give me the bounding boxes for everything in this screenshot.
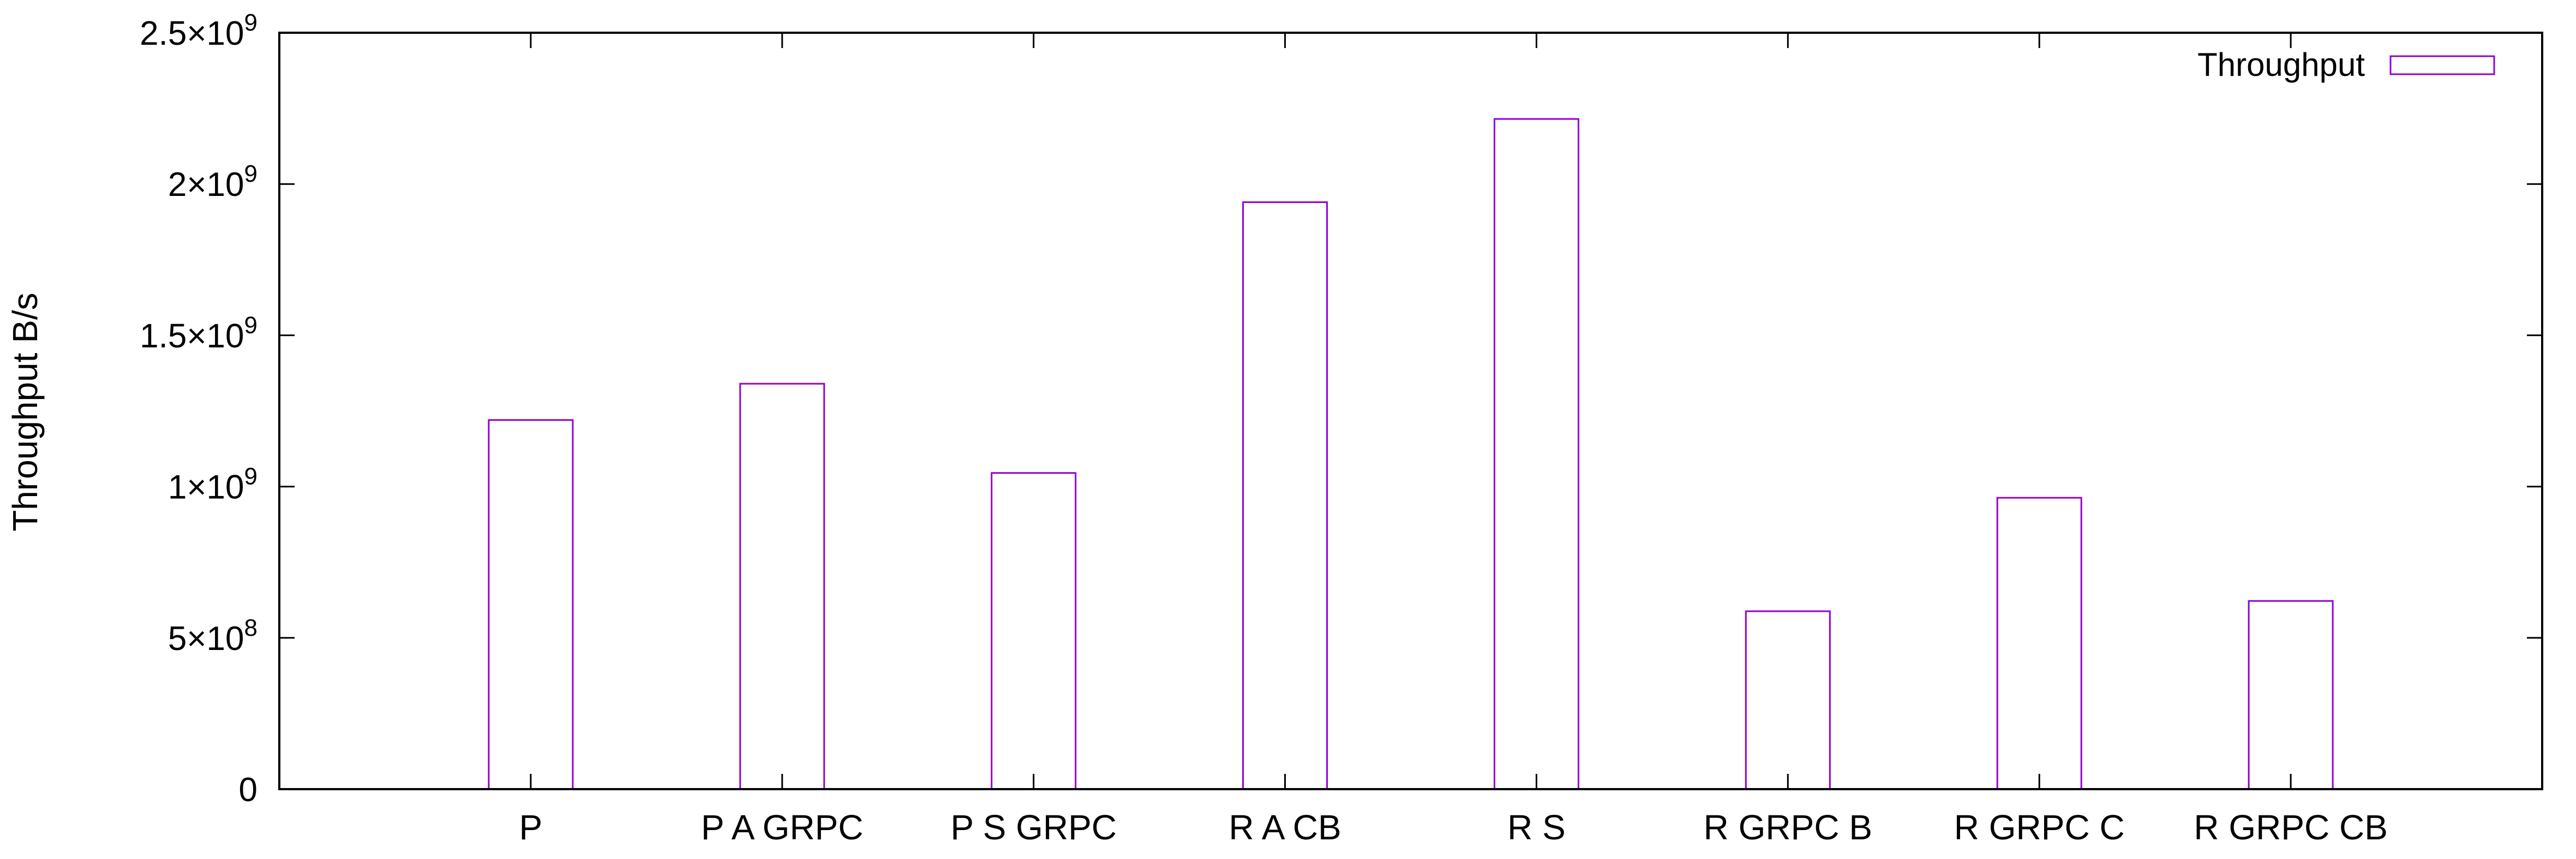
bar-p-a-grpc	[739, 383, 825, 790]
legend-series-label: Throughput	[2197, 46, 2365, 83]
bar-r-s	[1493, 118, 1579, 790]
bar-p-s-grpc	[991, 472, 1077, 790]
axes-layer	[278, 32, 2543, 790]
x-tick-label: R S	[1507, 808, 1566, 847]
y-tick-label: 1.5×109	[140, 312, 257, 355]
bar-r-a-cb	[1242, 201, 1328, 790]
bar-r-grpc-c	[1996, 497, 2082, 790]
x-tick-label: R A CB	[1229, 808, 1341, 847]
bars-layer	[488, 118, 2334, 790]
x-tick-label: P	[519, 808, 543, 847]
plot-frame	[278, 32, 2543, 790]
legend-series-swatch	[2389, 55, 2495, 75]
bar-r-grpc-b	[1745, 610, 1831, 790]
legend: Throughput	[2197, 46, 2495, 83]
x-tick-label: R GRPC B	[1704, 808, 1872, 847]
x-tick-label: R GRPC C	[1954, 808, 2125, 847]
y-axis-label: Throughput B/s	[5, 293, 45, 532]
y-tick-label: 2.5×109	[140, 9, 257, 52]
bar-r-grpc-cb	[2248, 600, 2334, 790]
y-tick-label: 1×109	[168, 463, 257, 506]
y-tick-label: 0	[239, 771, 257, 809]
x-tick-label: P A GRPC	[701, 808, 864, 847]
x-tick-label: R GRPC CB	[2194, 808, 2388, 847]
bar-p	[488, 419, 574, 790]
x-tick-label: P S GRPC	[950, 808, 1117, 847]
y-tick-label: 2×109	[168, 160, 257, 204]
y-tick-label: 5×108	[168, 615, 257, 658]
ticks-layer: 0 5×108 1×109 1.5×109 2×109 2.5×109 P P A GRPC P…	[140, 9, 2542, 847]
